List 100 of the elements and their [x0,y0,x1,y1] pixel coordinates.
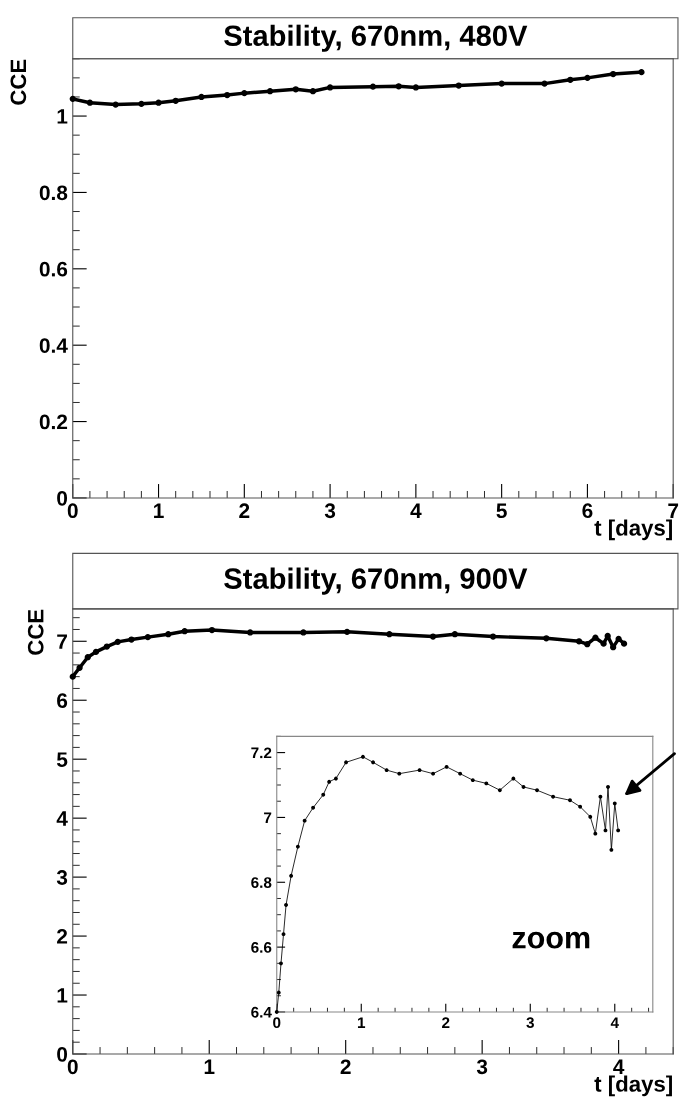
point [302,818,307,823]
point [172,97,179,104]
point [241,90,248,97]
point [578,804,583,809]
point [326,84,334,91]
point [638,69,645,76]
point [284,903,289,907]
chart-title: Stability, 670nm, 900V [224,567,528,595]
point [114,638,121,645]
point [612,801,617,806]
y-tick-label: 0.2 [39,414,68,430]
point [300,629,307,636]
point [575,638,583,645]
point [444,764,449,769]
point [309,88,317,95]
x-tick-label: 2 [340,1059,351,1074]
point [568,798,572,803]
point [343,628,351,635]
y-tick-label: 0.6 [39,261,68,277]
point [610,70,617,78]
y-tick-label: 1 [57,109,68,124]
point [610,644,617,651]
point [567,76,574,83]
point [369,83,377,90]
y-tick-label: 7 [264,812,272,823]
point [489,633,497,640]
y-tick-label: 0.4 [39,338,68,353]
x-tick-label: 1 [204,1059,215,1074]
x-tick-label: 0 [67,503,78,519]
point [455,82,462,89]
point [361,754,365,759]
point [86,99,94,106]
point [620,640,628,647]
point [69,95,76,103]
point [292,86,299,93]
x-axis-title: t [days] [594,1075,672,1097]
point [615,635,622,643]
x-tick-label: 1 [357,1017,366,1028]
point [451,631,458,638]
y-tick-label: 0.8 [39,185,68,201]
point [155,99,162,106]
point [616,828,621,833]
point [541,80,548,87]
point [606,785,610,789]
y-tick-label: 1 [57,988,68,1003]
point [198,93,205,101]
point [603,828,608,833]
point [144,634,151,641]
x-tick-label: 0 [67,1059,78,1075]
point [535,788,539,793]
x-tick-label: 3 [476,1059,488,1075]
point [321,792,326,797]
point [397,771,402,776]
y-tick-label: 7.2 [251,747,272,759]
point [128,636,135,643]
y-axis-title: CCE [27,609,44,655]
x-tick-label: 7 [668,503,679,518]
point [384,768,389,773]
point [274,1010,279,1014]
x-tick-label: 2 [239,503,250,518]
point [497,788,502,793]
point [224,91,231,99]
point [484,781,489,786]
y-tick-label: 3 [56,870,68,885]
point [498,80,505,87]
y-tick-label: 5 [56,752,68,767]
y-tick-label: 0 [57,1046,68,1062]
point [609,847,614,852]
point [543,635,550,642]
point [588,814,593,819]
point [593,831,598,836]
point [276,990,281,995]
x-tick-label: 5 [496,503,507,519]
point [470,778,475,783]
y-tick-label: 2 [57,929,68,944]
point [417,768,422,773]
point [395,83,402,90]
point [333,776,338,781]
point [511,776,516,781]
point [266,88,274,95]
x-tick-label: 3 [324,503,336,519]
x-tick-label: 4 [610,1017,619,1028]
point [431,771,436,776]
point [412,84,419,91]
point [76,664,83,671]
chart-title: Stability, 670nm, 480V [224,24,528,52]
x-tick-label: 0 [273,1017,281,1029]
point [181,628,188,635]
point [592,634,599,641]
annotation: zoom [512,931,590,949]
x-tick-label: 4 [410,503,422,518]
x-tick-label: 1 [154,503,164,518]
x-tick-label: 2 [442,1017,450,1028]
x-tick-label: 4 [613,1059,625,1074]
y-tick-label: 6.8 [251,877,272,888]
y-tick-label: 7 [57,634,67,649]
point [112,101,119,108]
y-tick-label: 6 [57,693,68,708]
point [103,643,111,650]
point [551,794,556,799]
